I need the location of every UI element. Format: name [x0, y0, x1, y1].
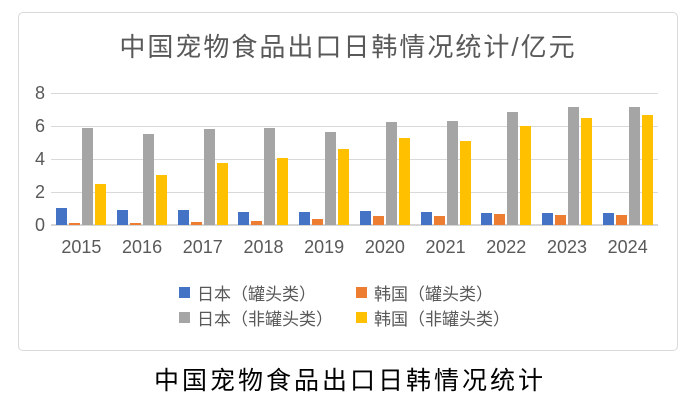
x-tick-label-2024: 2024: [607, 237, 648, 257]
legend-item-korea-canned: 韩国（罐头类）: [356, 282, 510, 304]
legend-label-japan-canned: 日本（罐头类）: [197, 284, 316, 304]
bar-japan-canned-2017: [177, 210, 189, 225]
bar-group-2015: [51, 93, 112, 225]
bar-japan-noncanned-2017: [203, 129, 215, 225]
chart-frame: 中国宠物食品出口日韩情况统计/亿元 0 2 4 6 8 2015 2016 2017 2018…: [18, 12, 678, 351]
y-tick-label-6: 6: [34, 116, 45, 136]
x-tick-label-2016: 2016: [122, 237, 163, 257]
bar-japan-noncanned-2015: [82, 128, 94, 225]
bar-group-2016: [112, 93, 173, 225]
bar-japan-canned-2016: [117, 210, 129, 225]
bar-group-2021: [415, 93, 476, 225]
bar-japan-noncanned-2018: [264, 128, 276, 225]
gridline-y2: [51, 191, 658, 193]
bar-group-2023: [537, 93, 598, 225]
bar-japan-noncanned-2016: [143, 134, 155, 225]
bar-korea-canned-2021: [433, 215, 445, 225]
bar-korea-noncanned-2024: [641, 115, 653, 225]
bar-japan-canned-2018: [238, 211, 250, 225]
bar-korea-canned-2024: [615, 215, 627, 225]
y-tick-label-0: 0: [34, 215, 45, 235]
bar-group-2017: [172, 93, 233, 225]
x-tick-label-2020: 2020: [364, 237, 405, 257]
bar-japan-canned-2019: [299, 211, 311, 225]
bar-japan-noncanned-2021: [446, 121, 458, 225]
bar-japan-noncanned-2020: [385, 121, 397, 225]
bar-japan-canned-2020: [359, 210, 371, 225]
bar-korea-noncanned-2018: [277, 158, 289, 225]
x-tick-label-2018: 2018: [243, 237, 284, 257]
chart-caption: 中国宠物食品出口日韩情况统计: [153, 368, 546, 395]
y-tick-label-8: 8: [34, 83, 45, 103]
bar-korea-canned-2017: [190, 221, 202, 225]
legend-swatch-icon-korea-canned: [356, 286, 367, 298]
x-tick-label-2022: 2022: [486, 237, 527, 257]
x-axis-line: [51, 224, 658, 226]
x-tick-label-2017: 2017: [182, 237, 223, 257]
bar-japan-canned-2023: [541, 212, 553, 225]
chart-title: 中国宠物食品出口日韩情况统计/亿元: [119, 32, 577, 62]
legend: 日本（罐头类） 韩国（罐头类） 日本（非罐头类） 韩国（非罐头类）: [179, 282, 510, 329]
x-tick-label-2021: 2021: [425, 237, 466, 257]
bar-korea-noncanned-2015: [95, 183, 107, 225]
bar-korea-canned-2020: [372, 215, 384, 225]
bar-group-2019: [294, 93, 355, 225]
bar-japan-canned-2024: [602, 212, 614, 225]
legend-label-japan-noncanned: 日本（非罐头类）: [197, 309, 333, 329]
bar-japan-noncanned-2024: [628, 107, 640, 225]
y-tick-label-4: 4: [34, 149, 45, 169]
legend-swatch-icon-korea-noncanned: [356, 311, 367, 323]
bar-korea-noncanned-2021: [459, 140, 471, 225]
x-tick-label-2019: 2019: [304, 237, 345, 257]
legend-swatch-icon-japan-canned: [179, 286, 190, 298]
bar-japan-noncanned-2022: [507, 111, 519, 225]
bar-korea-noncanned-2019: [338, 149, 350, 225]
bar-korea-noncanned-2020: [398, 138, 410, 225]
bar-japan-canned-2022: [481, 213, 493, 225]
x-tick-label-2015: 2015: [61, 237, 102, 257]
bar-korea-canned-2016: [130, 222, 142, 225]
bar-korea-canned-2019: [312, 219, 324, 225]
plot-area: [51, 92, 658, 226]
bar-korea-canned-2023: [554, 215, 566, 225]
bar-group-2018: [233, 93, 294, 225]
bar-groups: [51, 93, 658, 225]
legend-swatch-icon-japan-noncanned: [179, 311, 190, 323]
bar-group-2020: [355, 93, 416, 225]
legend-item-japan-noncanned: 日本（非罐头类）: [179, 307, 356, 329]
bar-group-2024: [597, 93, 658, 225]
x-axis-labels: 2015 2016 2017 2018 2019 2020 2021 2022 2023 2024: [51, 237, 658, 258]
bar-korea-canned-2018: [251, 220, 263, 225]
gridline-y8: [51, 92, 658, 94]
x-tick-label-2023: 2023: [546, 237, 587, 257]
legend-item-japan-canned: 日本（罐头类）: [179, 282, 356, 304]
bar-japan-canned-2015: [56, 207, 68, 225]
bar-korea-canned-2015: [69, 223, 81, 225]
bar-korea-noncanned-2017: [216, 163, 228, 225]
legend-label-korea-canned: 韩国（罐头类）: [374, 284, 493, 304]
gridline-y6: [51, 125, 658, 127]
bar-japan-noncanned-2023: [567, 107, 579, 225]
bar-korea-noncanned-2016: [156, 174, 168, 225]
bar-korea-noncanned-2022: [520, 126, 532, 225]
gridline-y4: [51, 158, 658, 160]
y-tick-label-2: 2: [34, 182, 45, 202]
legend-item-korea-noncanned: 韩国（非罐头类）: [356, 307, 510, 329]
bar-japan-noncanned-2019: [325, 131, 337, 225]
bar-korea-canned-2022: [494, 214, 506, 225]
bar-japan-canned-2021: [420, 211, 432, 225]
bar-group-2022: [476, 93, 537, 225]
legend-label-korea-noncanned: 韩国（非罐头类）: [374, 309, 510, 329]
bar-korea-noncanned-2023: [580, 117, 592, 225]
